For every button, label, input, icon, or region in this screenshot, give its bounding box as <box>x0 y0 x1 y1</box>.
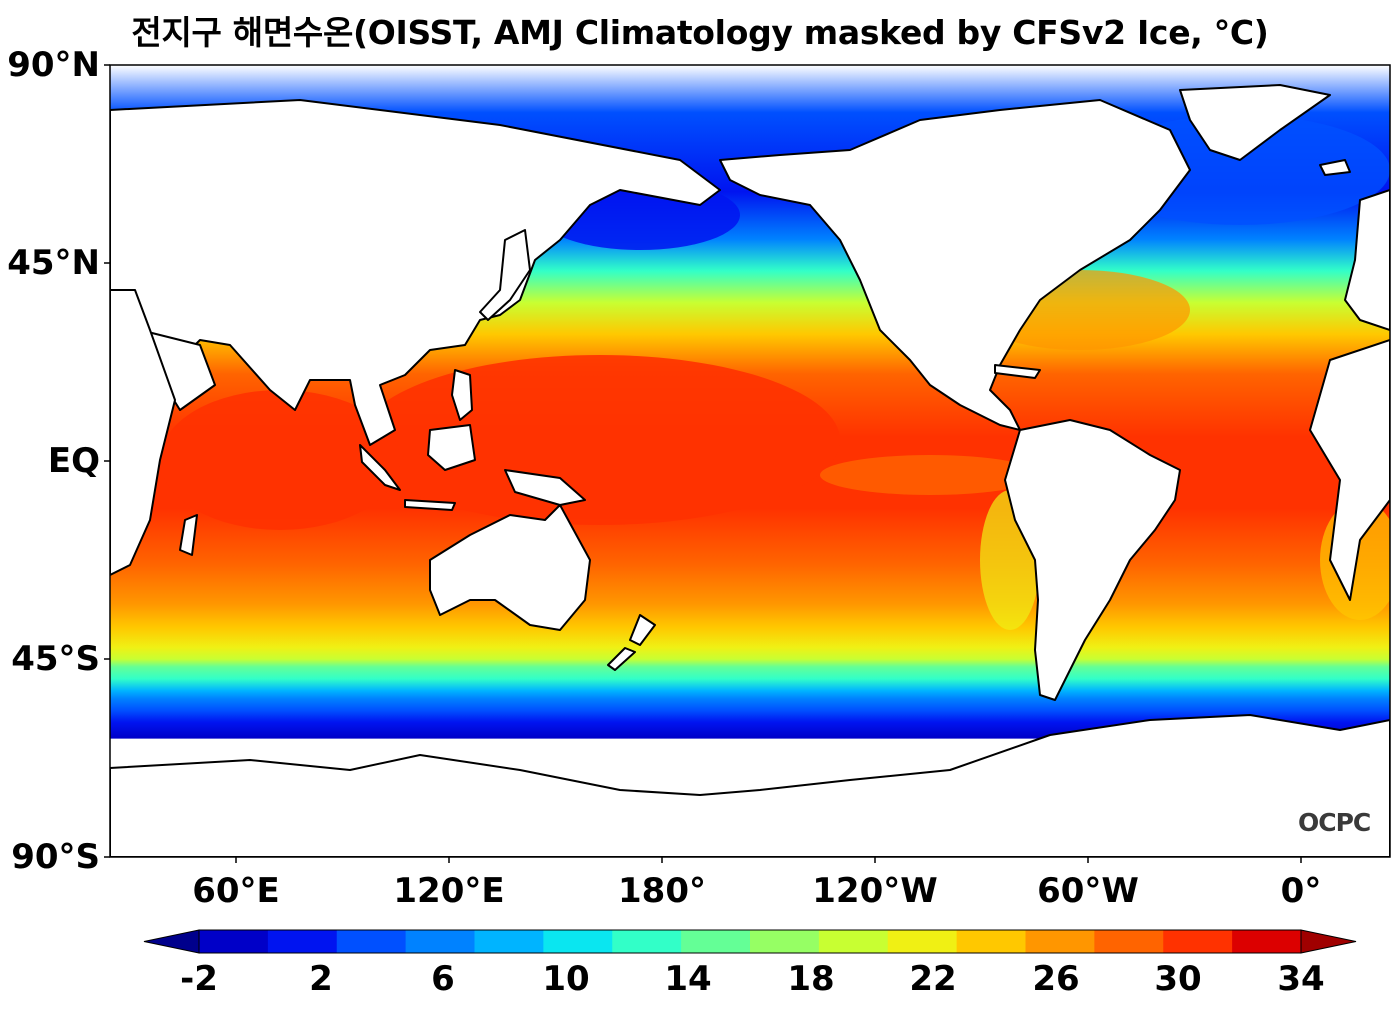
lon-label-0: 0° <box>1280 871 1322 911</box>
colorbar-label: 14 <box>664 959 712 999</box>
iceland <box>1319 159 1351 176</box>
map-title: 전지구 해면수온(OISST, AMJ Climatology masked b… <box>131 13 1269 52</box>
ocpc-logo: OCPC <box>1298 808 1371 837</box>
colorbar-label: 22 <box>909 959 957 999</box>
map-area <box>110 65 1390 857</box>
colorbar-swatch <box>1094 930 1164 953</box>
colorbar-swatch <box>199 930 269 953</box>
colorbar-swatch <box>1163 930 1233 953</box>
colorbar-swatch <box>750 930 820 953</box>
antarctica <box>110 714 1390 857</box>
lat-label-45n: 45°N <box>7 243 100 283</box>
africa <box>110 289 176 576</box>
colorbar-label: 34 <box>1277 959 1325 999</box>
philippines <box>451 369 473 421</box>
lon-label-120e: 120°E <box>393 871 505 911</box>
colorbar-extend-high <box>1300 929 1357 954</box>
north-america <box>719 99 1191 431</box>
sumatra <box>359 444 401 491</box>
land-masses <box>110 84 1390 857</box>
colorbar-swatch <box>1025 930 1095 953</box>
colorbar-swatch <box>612 930 682 953</box>
borneo <box>427 424 476 471</box>
lat-label-90n: 90°N <box>7 45 100 85</box>
lat-label-45s: 45°S <box>11 639 100 679</box>
colorbar-swatch <box>818 930 889 953</box>
lon-label-60w: 60°W <box>1037 871 1139 911</box>
lat-label-90s: 90°S <box>11 837 100 877</box>
colorbar-label: 2 <box>309 959 333 999</box>
cuba <box>994 364 1041 379</box>
colorbar-swatch <box>336 930 407 953</box>
new-zealand-south <box>607 647 636 671</box>
japan <box>479 229 531 321</box>
colorbar-swatch <box>267 930 338 953</box>
australia <box>429 504 591 631</box>
cold-tongue-east-pacific <box>820 455 1040 495</box>
warm-pool-west-pacific <box>360 355 840 525</box>
colorbar-label: 30 <box>1154 959 1202 999</box>
warm-pool-indian <box>160 390 400 530</box>
lat-label-eq: EQ <box>47 441 100 481</box>
colorbar-label: 26 <box>1032 959 1080 999</box>
colorbar-extend-low <box>143 929 200 954</box>
colorbar-swatch <box>1232 930 1302 953</box>
colorbar-swatch <box>543 930 613 953</box>
south-america <box>1004 419 1181 701</box>
lon-label-60e: 60°E <box>192 871 280 911</box>
new-zealand <box>629 614 656 646</box>
colorbar-label: 6 <box>431 959 455 999</box>
madagascar <box>179 514 198 556</box>
colorbar-label: 18 <box>787 959 835 999</box>
new-guinea <box>504 469 586 506</box>
colorbar-swatch <box>956 930 1026 953</box>
colorbar <box>143 929 1357 954</box>
greenland <box>1179 84 1331 161</box>
colorbar-swatch <box>681 930 751 953</box>
colorbar-swatch <box>405 930 475 953</box>
europe-west <box>1344 189 1390 331</box>
colorbar-swatch <box>887 930 958 953</box>
lon-label-120w: 120°W <box>812 871 938 911</box>
colorbar-frame <box>198 929 1302 954</box>
java <box>404 499 456 511</box>
colorbar-label: -2 <box>180 959 218 999</box>
colorbar-label: 10 <box>542 959 590 999</box>
lon-label-180: 180° <box>618 871 706 911</box>
africa-west <box>1309 339 1390 601</box>
colorbar-swatch <box>474 930 544 953</box>
axis-ticks <box>104 64 1302 863</box>
